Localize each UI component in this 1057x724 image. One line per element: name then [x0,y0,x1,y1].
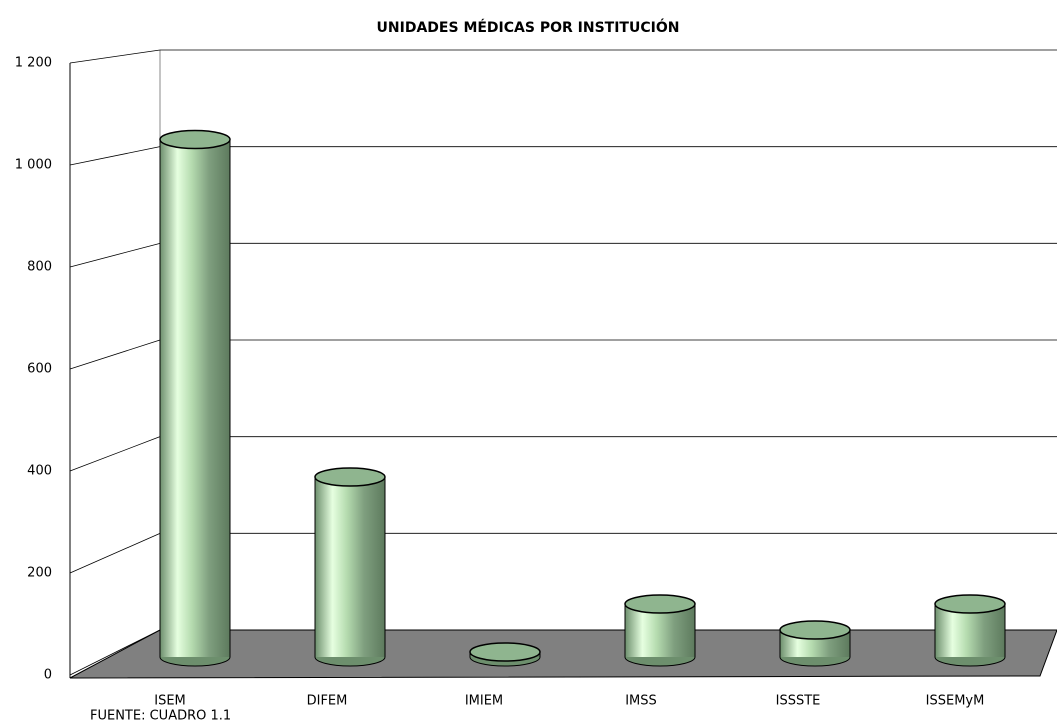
chart-title: UNIDADES MÉDICAS POR INSTITUCIÓN [377,18,680,36]
y-tick-label: 0 [44,668,52,683]
y-tick-label: 1 200 [15,56,52,71]
x-tick-label: DIFEM [307,694,348,709]
grid-line [69,436,161,472]
grid-line [69,49,161,64]
y-tick-label: 400 [27,464,52,479]
y-tick-label: 600 [27,362,52,377]
source-note: FUENTE: CUADRO 1.1 [90,709,231,724]
bar [315,477,385,657]
grid-line [69,532,161,574]
bar [160,139,230,657]
grid-line [69,339,161,370]
x-tick-label: ISEM [154,694,186,709]
y-tick-label: 800 [27,260,52,275]
grid-line [69,629,161,676]
x-tick-label: IMSS [625,694,657,709]
bar-top [624,594,696,614]
x-tick-label: ISSSTE [776,694,821,709]
y-tick-label: 200 [27,566,52,581]
grid-line [69,242,161,268]
bar-top [934,594,1006,614]
x-tick-label: IMIEM [465,694,503,709]
bar-top [314,467,386,487]
x-tick-label: ISSEMyM [926,694,985,709]
grid-line [69,146,161,166]
bar-top [159,129,231,150]
y-tick-label: 1 000 [15,158,52,173]
bar-top [469,642,541,662]
bar-top [779,620,851,640]
